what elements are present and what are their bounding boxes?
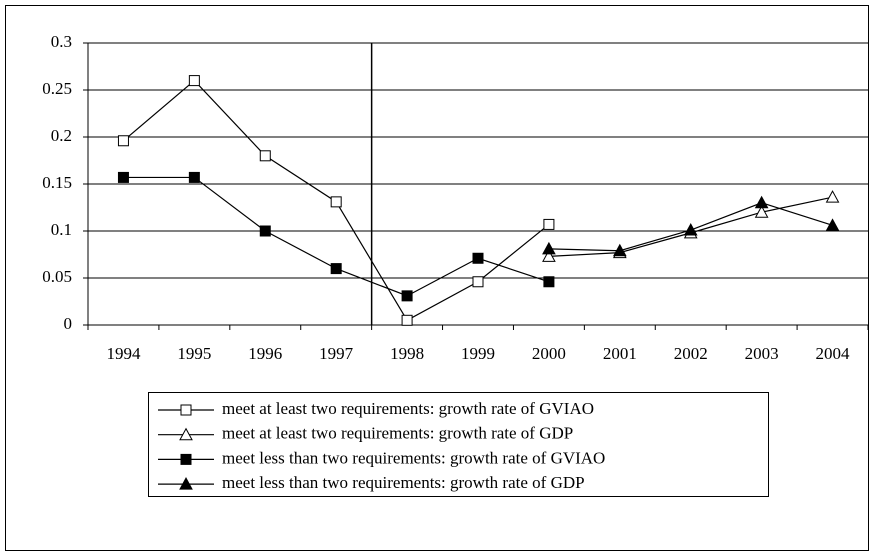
data-point	[754, 205, 769, 218]
y-tick-label: 0.05	[42, 267, 72, 286]
legend-label: meet less than two requirements: growth …	[222, 473, 585, 492]
x-tick-label: 2001	[603, 344, 637, 363]
legend-label: meet at least two requirements: growth r…	[222, 399, 594, 418]
data-point	[330, 196, 342, 208]
data-point	[542, 249, 556, 262]
data-point	[683, 223, 698, 236]
data-point	[542, 241, 556, 255]
data-point	[825, 218, 840, 231]
y-tick-label: 0.3	[51, 32, 72, 51]
x-tick-label: 1999	[461, 344, 495, 363]
data-point	[543, 276, 555, 288]
data-point	[330, 263, 342, 275]
data-point	[401, 290, 413, 302]
y-tick-label: 0.2	[51, 126, 72, 145]
legend-marker	[180, 453, 192, 465]
data-point	[259, 225, 271, 237]
y-tick-label: 0.1	[51, 220, 72, 239]
data-point	[188, 171, 200, 183]
x-tick-label: 2004	[816, 344, 851, 363]
data-point	[754, 195, 769, 209]
legend-label: meet less than two requirements: growth …	[222, 448, 605, 467]
legend-box	[148, 392, 769, 497]
x-tick-label: 1997	[319, 344, 354, 363]
data-point	[825, 190, 840, 203]
x-tick-label: 1995	[177, 344, 211, 363]
x-tick-label: 1996	[248, 344, 282, 363]
legend-label: meet at least two requirements: growth r…	[222, 424, 573, 443]
data-point	[472, 276, 484, 288]
data-point	[259, 150, 271, 162]
data-point	[472, 252, 484, 264]
data-point	[401, 314, 413, 326]
data-point	[117, 135, 129, 147]
x-tick-label: 2003	[745, 344, 779, 363]
y-tick-label: 0	[64, 314, 73, 333]
legend-marker	[180, 404, 192, 416]
data-point	[543, 218, 555, 230]
data-point	[117, 171, 129, 183]
data-point	[612, 243, 627, 257]
data-point	[188, 75, 200, 87]
legend-marker	[179, 427, 193, 441]
x-tick-label: 2002	[674, 344, 708, 363]
x-tick-label: 2000	[532, 344, 566, 363]
y-tick-label: 0.25	[42, 79, 72, 98]
y-tick-label: 0.15	[42, 173, 72, 192]
x-tick-label: 1994	[106, 344, 141, 363]
legend-marker	[179, 477, 193, 490]
x-tick-label: 1998	[390, 344, 424, 363]
